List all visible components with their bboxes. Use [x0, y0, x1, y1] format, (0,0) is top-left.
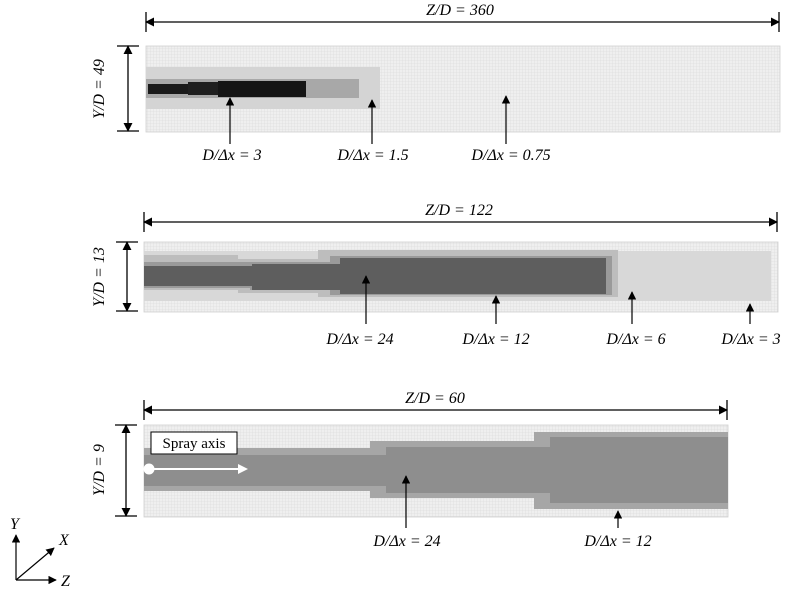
panel-2-z-label: Z/D = 122	[425, 202, 493, 219]
spray-axis-label-box	[150, 431, 238, 455]
triad-z-label: Z	[61, 573, 71, 590]
panel-2-y-label: Y/D = 13	[91, 247, 108, 307]
panel-3-res-label-24: D/Δx = 24	[372, 533, 440, 550]
panel-1-y-label: Y/D = 49	[91, 59, 108, 119]
panel-2-res-label-12: D/Δx = 12	[461, 331, 529, 348]
panel-3-res-label-12: D/Δx = 12	[583, 533, 651, 550]
panel-3-y-label: Y/D = 9	[91, 444, 108, 496]
spray-axis-arrowhead	[238, 464, 248, 474]
panel-1-res-label-0-75: D/Δx = 0.75	[470, 147, 550, 164]
panel-1-res-label-3: D/Δx = 3	[201, 147, 261, 164]
panel-2: Z/D = 122 Y/D = 13 D/Δx = 24 D/Δx = 12 D…	[91, 202, 781, 348]
spray-axis-label: Spray axis	[163, 436, 226, 452]
panel-2-res-label-3: D/Δx = 3	[720, 331, 780, 348]
panel-3-z-label: Z/D = 60	[405, 390, 465, 407]
panel-1-core-b	[188, 82, 218, 95]
panel-1-z-label: Z/D = 360	[426, 2, 494, 19]
panel-1-core-c	[218, 81, 306, 97]
triad-x-label: X	[58, 532, 70, 549]
triad-x-arrow	[15, 547, 55, 581]
coordinate-triad: Y X Z	[10, 516, 71, 590]
panel-1: Z/D = 360 Y/D = 49 D/Δx = 3 D/Δx = 1.5 D…	[91, 2, 781, 164]
panel-1-res-label-1-5: D/Δx = 1.5	[336, 147, 408, 164]
panel-3-region-24	[144, 437, 728, 503]
triad-y-label: Y	[10, 516, 21, 533]
panel-1-core-a	[148, 84, 188, 94]
panel-2-res-label-6: D/Δx = 6	[605, 331, 665, 348]
panel-2-region-24	[144, 258, 606, 294]
panel-2-res-label-24: D/Δx = 24	[325, 331, 393, 348]
panel-3: Z/D = 60 Y/D = 9 Spray axis D/Δx = 24 D/…	[91, 390, 729, 550]
